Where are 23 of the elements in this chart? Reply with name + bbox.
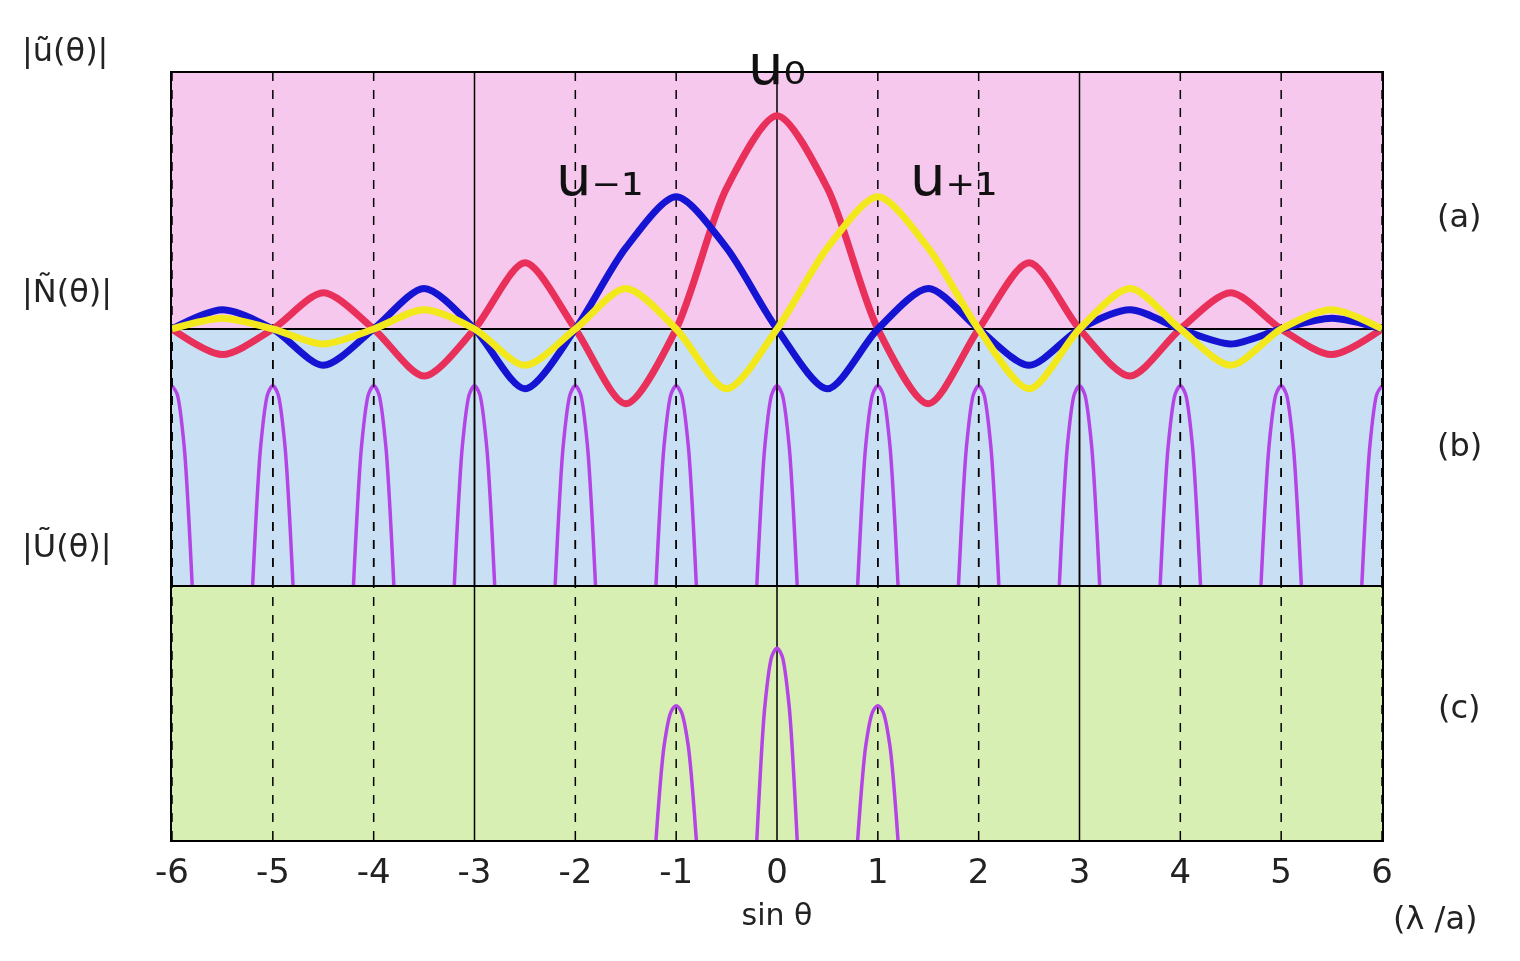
text: (b) (1437, 426, 1483, 464)
x-tick-label: 1 (867, 850, 889, 891)
x-tick-label: -1 (659, 850, 694, 891)
text: (c) (1438, 688, 1481, 726)
x-tick-label: -6 (155, 850, 189, 891)
y-axis-title: |Ñ(θ)| (22, 272, 113, 310)
x-tick-label: 2 (967, 850, 990, 891)
x-axis-title: sin θ (741, 896, 813, 932)
x-tick-label: 3 (1068, 850, 1091, 891)
x-tick-label: -4 (356, 850, 391, 891)
series-label: u₊₁ (910, 143, 998, 208)
x-tick-label: 5 (1270, 850, 1292, 891)
text: (a) (1437, 197, 1482, 235)
y-axis-title: |ũ(θ)| (22, 31, 109, 69)
x-tick-label: 0 (766, 850, 788, 891)
x-tick-label: 4 (1169, 850, 1192, 891)
text: (λ /a) (1393, 899, 1478, 937)
x-tick-label: -3 (457, 850, 492, 891)
y-axis-title: |Ũ(θ)| (22, 527, 112, 565)
x-tick-label: -5 (255, 850, 290, 891)
x-tick-label: -2 (558, 850, 593, 891)
x-tick-label: 6 (1371, 850, 1393, 891)
series-label: u₋₁ (556, 143, 644, 208)
